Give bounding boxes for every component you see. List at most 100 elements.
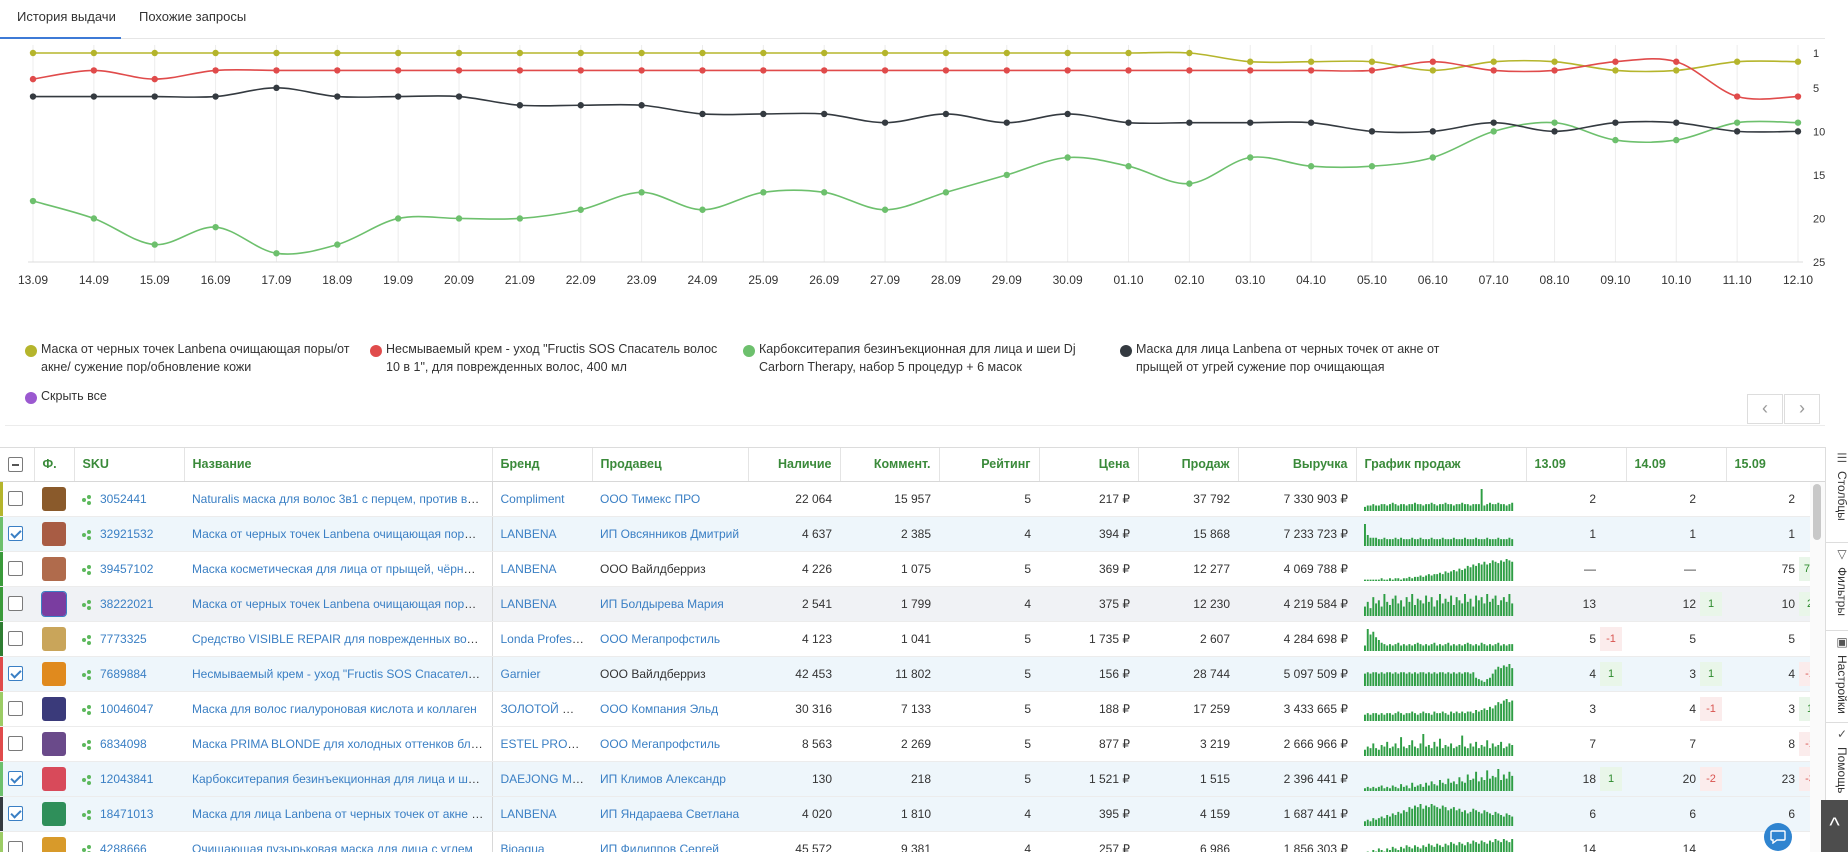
row-checkbox[interactable] [8,631,23,647]
sku-link[interactable]: 38222021 [100,596,154,611]
header-sales-chart[interactable]: График продаж [1356,448,1527,482]
table-row[interactable]: 32921532 Маска от черных точек Lanbena оч… [0,516,1825,552]
select-all-header[interactable] [0,448,35,482]
share-icon[interactable] [82,809,91,820]
row-checkbox[interactable] [8,701,23,717]
row-checkbox[interactable] [8,841,23,852]
legend-item-lanbena-blackhead-mask[interactable]: Маска от черных точек Lanbena очищающая … [25,340,355,376]
row-checkbox[interactable] [8,736,23,752]
product-thumbnail[interactable] [42,836,66,852]
product-name-link[interactable]: Маска от черных точек Lanbena очищающая … [192,526,492,541]
header-sku[interactable]: SKU [74,448,185,482]
brand-link[interactable]: DAEJONG MEDICAL [500,771,593,786]
sku-link[interactable]: 12043841 [100,771,154,786]
sku-link[interactable]: 3052441 [100,491,147,506]
product-thumbnail[interactable] [42,696,66,721]
header-comments[interactable]: Коммент. [840,448,940,482]
sku-link[interactable]: 7689884 [100,666,147,681]
sku-link[interactable]: 18471013 [100,806,154,821]
row-checkbox[interactable] [8,561,23,577]
sku-link[interactable]: 7773325 [100,631,147,646]
seller-link[interactable]: ООО Мегапрофстиль [600,736,721,751]
share-icon[interactable] [82,844,91,852]
header-seller[interactable]: Продавец [592,448,749,482]
legend-item-carboxytherapy[interactable]: Карбокситерапия безинъекционная для лица… [743,340,1093,376]
share-icon[interactable] [82,564,91,575]
chat-button[interactable] [1764,823,1792,851]
table-row[interactable]: 10046047 Маска для волос гиалуроновая кис… [0,691,1825,727]
product-thumbnail[interactable] [42,556,66,581]
tab-search-history[interactable]: История выдачи [0,0,121,39]
product-thumbnail[interactable] [42,521,66,546]
legend-hide-all[interactable]: Скрыть все [25,387,225,405]
row-checkbox[interactable] [8,666,23,682]
sidebar-filters[interactable]: ▽ Фильтры [1826,543,1848,631]
product-thumbnail[interactable] [41,590,67,617]
sidebar-help[interactable]: ✓ Помощь [1826,723,1848,803]
row-checkbox[interactable] [8,806,23,822]
product-thumbnail[interactable] [42,626,66,651]
seller-link[interactable]: ООО Мегапрофстиль [600,631,721,646]
seller-link[interactable]: ИП Климов Александр [600,771,726,786]
share-icon[interactable] [82,529,91,540]
share-icon[interactable] [82,774,91,785]
table-row[interactable]: 12043841 Карбокситерапия безинъекционная … [0,761,1825,797]
legend-next-button[interactable]: › [1784,394,1820,424]
seller-link[interactable]: ООО Компания Эльд [600,701,719,716]
header-date-2[interactable]: 14.09 [1626,448,1727,482]
table-row[interactable]: 4288666 Очищающая пузырьковая маска для л… [0,831,1825,852]
table-row[interactable]: 3052441 Naturalis маска для волос 3в1 с п… [0,481,1825,517]
share-icon[interactable] [82,739,91,750]
sku-link[interactable]: 4288666 [100,841,147,853]
row-checkbox[interactable] [8,526,23,542]
brand-link[interactable]: Garnier [500,666,541,681]
table-scrollbar[interactable] [1810,482,1825,852]
brand-link[interactable]: LANBENA [500,806,557,821]
product-thumbnail[interactable] [42,731,66,756]
table-scrollbar-thumb[interactable] [1813,484,1821,540]
table-row[interactable]: 18471013 Маска для лица Lanbena от черных… [0,796,1825,832]
header-stock[interactable]: Наличие [748,448,841,482]
brand-link[interactable]: LANBENA [500,596,557,611]
sku-link[interactable]: 6834098 [100,736,147,751]
product-name-link[interactable]: Маска от черных точек Lanbena очищающая … [192,596,492,611]
table-row[interactable]: 7689884 Несмываемый крем - уход "Fructis … [0,656,1825,692]
product-name-link[interactable]: Маска для лица Lanbena от черных точек о… [192,806,491,821]
table-row[interactable]: 7773325 Средство VISIBLE REPAIR для повре… [0,621,1825,657]
seller-link[interactable]: ООО Тимекс ПРО [600,491,701,506]
header-date-3[interactable]: 15.09 [1726,448,1825,482]
product-name-link[interactable]: Карбокситерапия безинъекционная для лица… [192,771,491,786]
tab-similar-queries[interactable]: Похожие запросы [139,9,247,24]
header-name[interactable]: Название [184,448,493,482]
sidebar-settings[interactable]: ▣ Настройки [1826,631,1848,723]
product-name-link[interactable]: Naturalis маска для волос 3в1 с перцем, … [192,491,492,506]
product-name-link[interactable]: Маска для волос гиалуроновая кислота и к… [192,701,477,716]
brand-link[interactable]: ESTEL PROFESSIONAL [500,736,593,751]
brand-link[interactable]: LANBENA [500,526,557,541]
sku-link[interactable]: 39457102 [100,561,154,576]
product-name-link[interactable]: Средство VISIBLE REPAIR для поврежденных… [192,631,487,646]
table-row[interactable]: 6834098 Маска PRIMA BLONDE для холодных о… [0,726,1825,762]
sku-link[interactable]: 32921532 [100,526,154,541]
product-thumbnail[interactable] [42,766,66,791]
seller-link[interactable]: ИП Яндараева Светлана [600,806,740,821]
header-photo[interactable]: Ф. [34,448,75,482]
legend-item-lanbena-face-mask[interactable]: Маска для лица Lanbena от черных точек о… [1120,340,1470,376]
brand-link[interactable]: Compliment [500,491,565,506]
seller-link[interactable]: ИП Филиппов Сергей [600,841,719,853]
header-price[interactable]: Цена [1039,448,1139,482]
legend-item-fructis-sos[interactable]: Несмываемый крем - уход "Fructis SOS Спа… [370,340,730,376]
product-name-link[interactable]: Несмываемый крем - уход "Fructis SOS Спа… [192,666,491,681]
row-checkbox[interactable] [8,596,23,612]
header-revenue[interactable]: Выручка [1238,448,1357,482]
share-icon[interactable] [82,494,91,505]
product-name-link[interactable]: Очищающая пузырьковая маска для лица с у… [192,841,473,853]
header-date-1[interactable]: 13.09 [1526,448,1627,482]
product-name-link[interactable]: Маска косметическая для лица от прыщей, … [192,561,492,576]
product-name-link[interactable]: Маска PRIMA BLONDE для холодных оттенков… [192,736,492,751]
row-checkbox[interactable] [8,491,23,507]
brand-link[interactable]: LANBENA [500,561,557,576]
table-row[interactable]: 39457102 Маска косметическая для лица от … [0,551,1825,587]
product-thumbnail[interactable] [42,486,66,511]
product-thumbnail[interactable] [42,801,66,826]
